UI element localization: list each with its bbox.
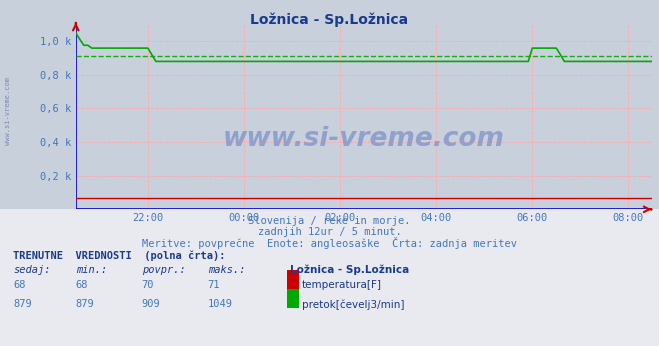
Text: 909: 909 [142,299,160,309]
Text: 879: 879 [13,299,32,309]
Text: temperatura[F]: temperatura[F] [302,280,382,290]
Text: 1049: 1049 [208,299,233,309]
Text: sedaj:: sedaj: [13,265,51,275]
Text: www.si-vreme.com: www.si-vreme.com [5,77,11,145]
Text: Meritve: povprečne  Enote: angleosaške  Črta: zadnja meritev: Meritve: povprečne Enote: angleosaške Čr… [142,237,517,249]
Text: www.si-vreme.com: www.si-vreme.com [223,126,505,152]
Text: povpr.:: povpr.: [142,265,185,275]
Text: maks.:: maks.: [208,265,245,275]
Text: Ložnica - Sp.Ložnica: Ložnica - Sp.Ložnica [250,12,409,27]
Text: pretok[čevelj3/min]: pretok[čevelj3/min] [302,299,405,310]
Text: 71: 71 [208,280,220,290]
Text: zadnjih 12ur / 5 minut.: zadnjih 12ur / 5 minut. [258,227,401,237]
Text: Slovenija / reke in morje.: Slovenija / reke in morje. [248,216,411,226]
Text: 68: 68 [13,280,26,290]
Text: 68: 68 [76,280,88,290]
Text: Ložnica - Sp.Ložnica: Ložnica - Sp.Ložnica [290,265,409,275]
Text: min.:: min.: [76,265,107,275]
Text: 70: 70 [142,280,154,290]
Text: TRENUTNE  VREDNOSTI  (polna črta):: TRENUTNE VREDNOSTI (polna črta): [13,251,225,261]
Text: 879: 879 [76,299,94,309]
